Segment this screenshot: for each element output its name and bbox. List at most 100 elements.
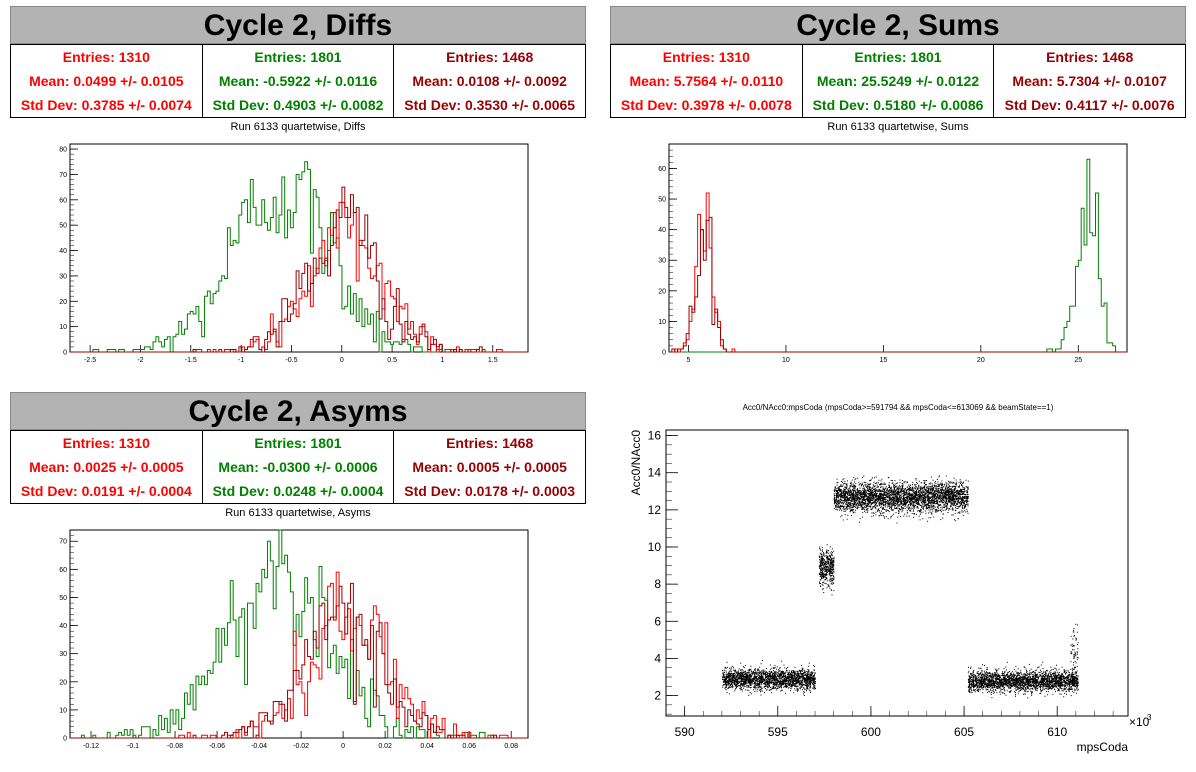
y-tick-label: 30 [59, 273, 67, 280]
y-tick-label: 50 [59, 595, 67, 602]
y-tick-label: 2 [654, 689, 661, 703]
y-tick-label: 60 [59, 567, 67, 574]
x-tick-label: -0.06 [209, 743, 225, 750]
y-tick-label: 60 [658, 166, 666, 173]
stats-col-red: Entries: 1310 Mean: 0.0499 +/- 0.0105 St… [11, 45, 203, 117]
entries-label: Entries: 1468 [446, 49, 534, 65]
stats-col-red: Entries: 1310 Mean: 5.7564 +/- 0.0110 St… [611, 45, 803, 117]
y-tick-label: 40 [658, 227, 666, 234]
entries-label: Entries: 1468 [1046, 49, 1134, 65]
y-tick-label: 60 [59, 197, 67, 204]
sums-stats-box: Entries: 1310 Mean: 5.7564 +/- 0.0110 St… [610, 44, 1186, 118]
scatter-points [721, 475, 1079, 699]
x-tick-label: 595 [768, 725, 788, 739]
histogram-plot-2: 0 10 20 30 40 50 60 70 -0.12 -0.1 -0.08 -0.06 -0.04 -… [59, 529, 529, 750]
y-tick-label: 20 [658, 288, 666, 295]
entries-label: Entries: 1801 [254, 49, 342, 65]
x-tick-label: 15 [879, 357, 887, 364]
stats-col-darkred: Entries: 1468 Mean: 5.7304 +/- 0.0107 St… [994, 45, 1185, 117]
histogram-series-0 [669, 158, 1127, 353]
x-tick-label: -0.04 [251, 743, 267, 750]
x-tick-label: 0.06 [462, 743, 476, 750]
stddev-label: Std Dev: 0.4117 +/- 0.0076 [1004, 97, 1175, 113]
diffs-title: Cycle 2, Diffs [10, 6, 586, 44]
mean-label: Mean: 25.5249 +/- 0.0122 [816, 73, 980, 89]
stats-col-red: Entries: 1310 Mean: 0.0025 +/- 0.0005 St… [11, 431, 203, 503]
x-tick-label: 25 [1074, 357, 1082, 364]
stats-col-green: Entries: 1801 Mean: 25.5249 +/- 0.0122 S… [803, 45, 995, 117]
y-tick-label: 30 [658, 258, 666, 265]
histogram-series-1 [669, 192, 1127, 353]
x-tick-label: 0 [340, 357, 344, 364]
x-tick-label: -0.02 [293, 743, 309, 750]
mean-label: Mean: 5.7304 +/- 0.0107 [1012, 73, 1167, 89]
histogram-series-0 [70, 161, 528, 353]
x-tick-label: 0.5 [387, 357, 397, 364]
stddev-label: Std Dev: 0.0191 +/- 0.0004 [20, 483, 192, 499]
stats-col-darkred: Entries: 1468 Mean: 0.0108 +/- 0.0092 St… [394, 45, 585, 117]
x-tick-label: 0 [341, 743, 345, 750]
asyms-stats-box: Entries: 1310 Mean: 0.0025 +/- 0.0005 St… [10, 430, 586, 504]
stats-col-darkred: Entries: 1468 Mean: 0.0005 +/- 0.0005 St… [394, 431, 585, 503]
asyms-subtitle: Run 6133 quartetwise, Asyms [225, 507, 371, 519]
histogram-series-2 [70, 186, 528, 353]
y-tick-label: 10 [658, 319, 666, 326]
x-tick-label: 0.04 [420, 743, 434, 750]
diffs-subtitle: Run 6133 quartetwise, Diffs [230, 121, 366, 133]
y-tick-label: 50 [59, 223, 67, 230]
x-tick-label: 20 [977, 357, 985, 364]
diffs-stats-box: Entries: 1310 Mean: 0.0499 +/- 0.0105 St… [10, 44, 586, 118]
y-tick-label: 70 [59, 172, 67, 179]
stddev-label: Std Dev: 0.0248 +/- 0.0004 [212, 483, 384, 499]
stddev-label: Std Dev: 0.5180 +/- 0.0086 [812, 97, 984, 113]
plot-frame [69, 529, 529, 739]
y-tick-label: 40 [59, 248, 67, 255]
y-tick-label: 6 [654, 614, 661, 628]
stddev-label: Std Dev: 0.4903 +/- 0.0082 [212, 97, 384, 113]
scatter-plot: 2 4 6 8 10 12 14 16 590 595 600 605 610 mpsCoda Acc0/N… [629, 429, 1152, 754]
stddev-label: Std Dev: 0.0178 +/- 0.0003 [404, 483, 576, 499]
y-tick-label: 4 [654, 651, 661, 665]
x-tick-label: 1 [440, 357, 444, 364]
histogram-series-1 [70, 571, 528, 739]
x-multiplier-label: ×10 [1129, 715, 1150, 729]
mean-label: Mean: 0.0499 +/- 0.0105 [29, 73, 184, 89]
stats-col-green: Entries: 1801 Mean: -0.5922 +/- 0.0116 S… [203, 45, 395, 117]
plot-frame [665, 429, 1129, 717]
stats-col-green: Entries: 1801 Mean: -0.0300 +/- 0.0006 S… [203, 431, 395, 503]
x-tick-label: 610 [1047, 725, 1067, 739]
entries-label: Entries: 1310 [62, 435, 150, 451]
entries-label: Entries: 1310 [62, 49, 150, 65]
plot-frame [668, 143, 1128, 353]
x-tick-label: 590 [675, 725, 695, 739]
x-tick-label: -2 [137, 357, 143, 364]
x-tick-label: 0.08 [504, 743, 518, 750]
histogram-series-2 [70, 582, 528, 739]
stddev-label: Std Dev: 0.3978 +/- 0.0078 [620, 97, 792, 113]
y-tick-label: 20 [59, 679, 67, 686]
mean-label: Mean: 0.0025 +/- 0.0005 [29, 459, 184, 475]
plot-frame [69, 143, 529, 353]
stddev-label: Std Dev: 0.3785 +/- 0.0074 [20, 97, 192, 113]
mean-label: Mean: 0.0108 +/- 0.0092 [412, 73, 567, 89]
histogram-series-0 [70, 529, 528, 739]
mean-label: Mean: -0.0300 +/- 0.0006 [218, 459, 378, 475]
y-tick-label: 8 [654, 577, 661, 591]
y-axis-label: Acc0/NAcc0 [629, 430, 643, 496]
histogram-plot-0: 0 10 20 30 40 50 60 70 80 -2.5 -2 -1.5 -1 -0.5 0 0.5 1 1.… [59, 143, 529, 364]
y-tick-label: 10 [59, 707, 67, 714]
sums-subtitle: Run 6133 quartetwise, Sums [827, 121, 969, 133]
entries-label: Entries: 1468 [446, 435, 534, 451]
entries-label: Entries: 1310 [662, 49, 750, 65]
entries-label: Entries: 1801 [254, 435, 342, 451]
x-multiplier-exponent: 3 [1147, 713, 1152, 722]
x-axis-label: mpsCoda [1077, 740, 1129, 754]
x-tick-label: 1.5 [488, 357, 498, 364]
y-tick-label: 30 [59, 651, 67, 658]
y-tick-label: 14 [648, 466, 662, 480]
y-tick-label: 0 [63, 736, 67, 743]
sums-title: Cycle 2, Sums [610, 6, 1186, 44]
x-tick-label: -0.08 [167, 743, 183, 750]
x-tick-label: -0.1 [127, 743, 139, 750]
asyms-title: Cycle 2, Asyms [10, 392, 586, 430]
